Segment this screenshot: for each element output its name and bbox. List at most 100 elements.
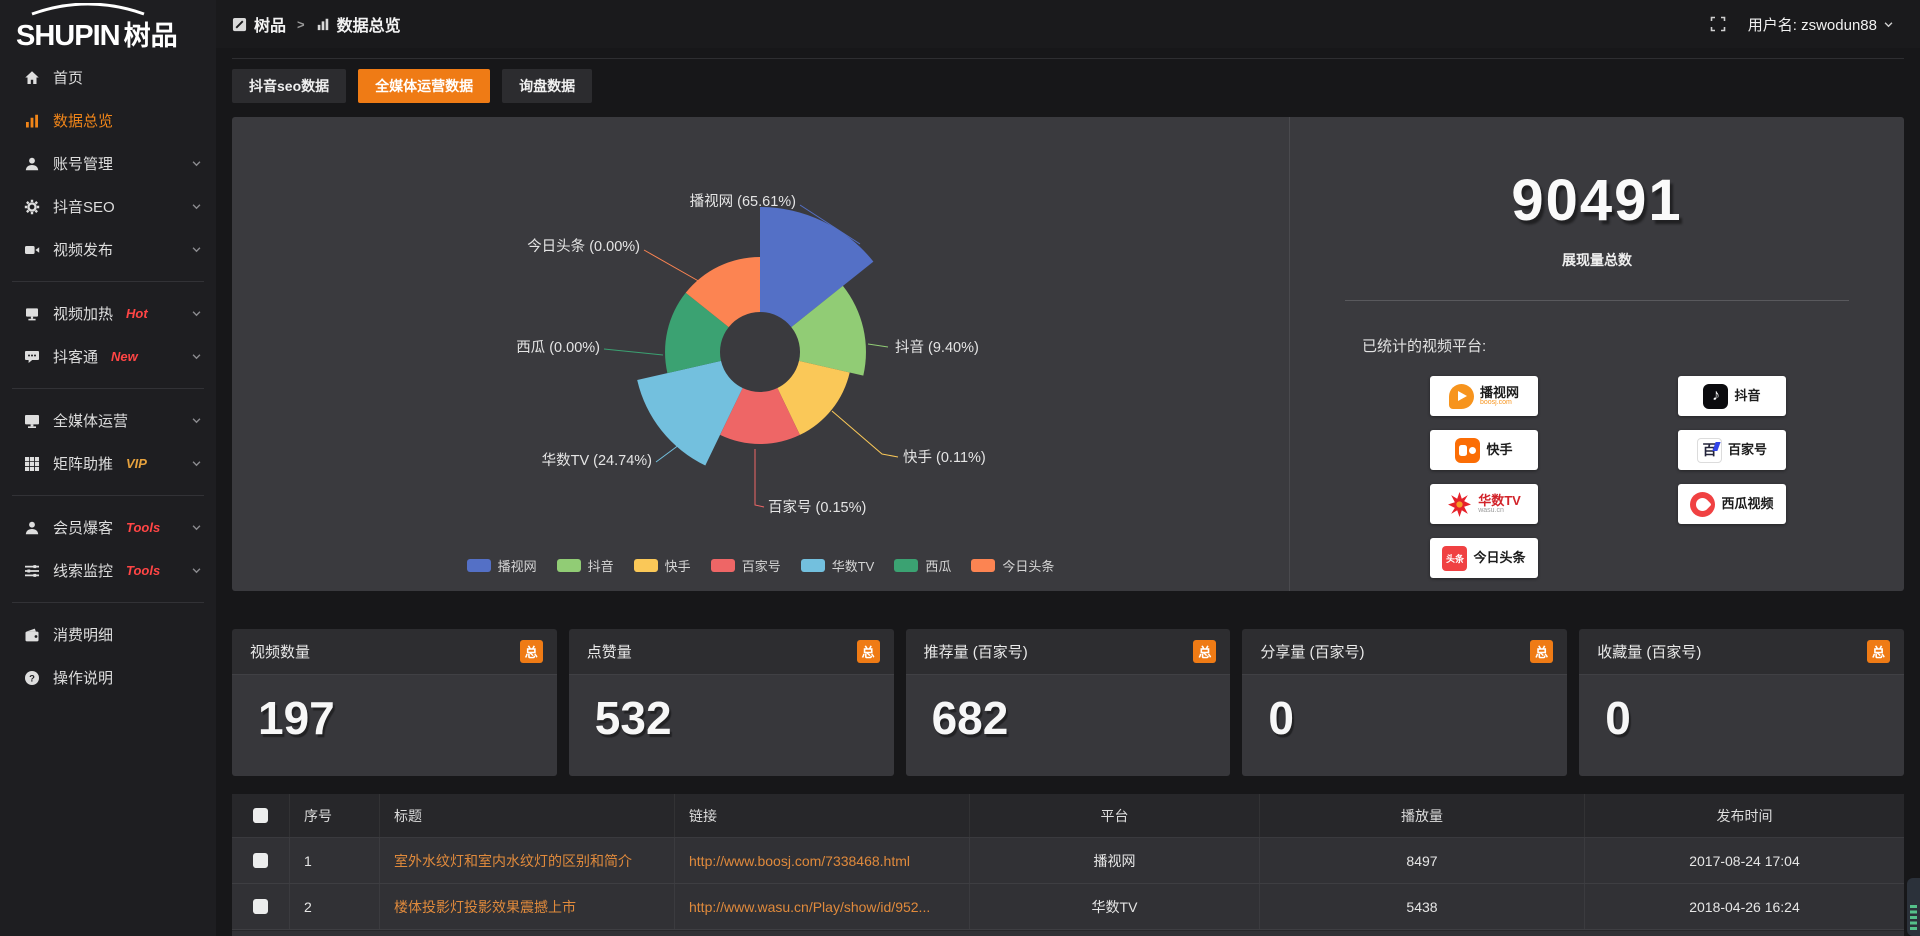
fullscreen-icon[interactable] <box>1710 16 1726 32</box>
tab-2[interactable]: 询盘数据 <box>502 69 593 103</box>
tab-0[interactable]: 抖音seo数据 <box>232 69 347 103</box>
row-checkbox[interactable] <box>253 899 268 914</box>
sidebar-divider <box>12 495 204 496</box>
cell-title-link[interactable]: 楼体投影灯投影效果震撼上市 <box>380 884 675 929</box>
legend-item-百家号[interactable]: 百家号 <box>710 556 781 575</box>
sidebar-item-0[interactable]: 首页 <box>0 56 216 99</box>
mini-chart-icon <box>316 17 330 31</box>
platform-name: 华数TV <box>1478 492 1521 508</box>
kuaishou-icon <box>1455 437 1481 463</box>
chat-icon <box>24 349 40 365</box>
platform-column-right: ♪ 抖音百百家号 西瓜视频 <box>1678 376 1786 578</box>
cell-url-link[interactable]: http://www.wasu.cn/Play/show/id/952... <box>675 884 970 929</box>
stat-card-title: 收藏量 (百家号) <box>1597 644 1702 661</box>
sidebar-item-13[interactable]: 线索监控 Tools <box>0 549 216 592</box>
stat-card-body: 682 <box>905 675 1231 776</box>
legend-label: 华数TV <box>831 559 875 574</box>
cell-no: 1 <box>290 838 380 883</box>
platform-badge-今日头条: 头条 今日头条 <box>1430 538 1538 578</box>
impressions-total-value: 90491 <box>1511 168 1683 233</box>
stat-card-body: 532 <box>568 675 894 776</box>
cell-title-link[interactable]: 室外水纹灯和室内水纹灯的区别和简介 <box>380 838 675 883</box>
sidebar-item-10[interactable]: 矩阵助推 VIP <box>0 442 216 485</box>
platform-subtitle: wasu.cn <box>1478 507 1504 515</box>
tab-1[interactable]: 全媒体运营数据 <box>358 69 491 103</box>
app-logo: SHUPIN 树品 <box>0 0 216 54</box>
col-header-title: 标题 <box>380 794 675 837</box>
sidebar-item-label: 全媒体运营 <box>53 413 129 430</box>
gear-icon <box>24 199 40 215</box>
sidebar-item-badge: Hot <box>126 306 148 321</box>
sidebar-item-badge: Tools <box>126 563 161 578</box>
pie-label-line <box>799 204 861 245</box>
sidebar-item-label: 抖客通 <box>53 349 99 366</box>
sidebar-item-4[interactable]: 视频发布 <box>0 228 216 271</box>
legend-swatch <box>710 559 735 572</box>
legend-label: 快手 <box>664 559 691 574</box>
sidebar-item-15[interactable]: 消费明细 <box>0 613 216 656</box>
breadcrumb-item-home[interactable]: 树品 <box>254 18 287 35</box>
table-row-partial <box>232 930 1904 936</box>
sidebar-item-badge: VIP <box>126 456 147 471</box>
sidebar-item-9[interactable]: 全媒体运营 <box>0 399 216 442</box>
chevron-down-icon <box>191 201 202 212</box>
pie-slice-抖音[interactable] <box>791 285 866 376</box>
sidebar-item-16[interactable]: ? 操作说明 <box>0 656 216 699</box>
sidebar-item-badge: New <box>111 349 138 364</box>
pie-slice-西瓜[interactable] <box>665 292 729 374</box>
pie-slice-播视网[interactable] <box>760 207 874 328</box>
select-all-checkbox[interactable] <box>253 808 268 823</box>
toutiao-icon: 头条 <box>1442 545 1468 571</box>
legend-item-西瓜[interactable]: 西瓜 <box>894 556 951 575</box>
legend-swatch <box>800 559 825 572</box>
sidebar-item-3[interactable]: 抖音SEO <box>0 185 216 228</box>
legend-item-华数TV[interactable]: 华数TV <box>800 556 875 575</box>
user-menu[interactable]: 用户名: zswodun88 <box>1748 14 1894 35</box>
cell-url-link[interactable]: http://www.boosj.com/7338468.html <box>675 838 970 883</box>
legend-swatch <box>971 559 996 572</box>
platform-badges: 播视网 boosj.com 快手 华数TV wasu.cn 头条 今日头条 ♪ 抖音百百家号西… <box>1430 376 1904 578</box>
sidebar-item-7[interactable]: 抖客通 New <box>0 335 216 378</box>
sidebar-item-label: 抖音SEO <box>53 199 115 216</box>
col-header-no: 序号 <box>290 794 380 837</box>
floating-widget[interactable] <box>1907 878 1920 936</box>
legend-item-播视网[interactable]: 播视网 <box>466 556 537 575</box>
topbar: 树品 > 数据总览 用户名: zswodun88 <box>216 0 1920 48</box>
sidebar-item-1[interactable]: 数据总览 <box>0 99 216 142</box>
platform-badge-西瓜视频: 西瓜视频 <box>1678 484 1786 524</box>
platforms-title: 已统计的视频平台: <box>1362 338 1487 355</box>
stat-card-header: 点赞量 总 <box>568 629 894 675</box>
sidebar-item-12[interactable]: 会员爆客 Tools <box>0 506 216 549</box>
platform-name: 百家号 <box>1727 442 1767 458</box>
platform-share-chart: 播视网 (65.61%) 抖音 (9.40%) 快手 (0.11%) 百家号 (0.1… <box>232 117 1290 591</box>
chart-legend: 播视网 抖音 快手 百家号 华数TV 西瓜 今日头条 <box>232 556 1289 575</box>
platform-name: 今日头条 <box>1473 550 1526 566</box>
platform-name: 快手 <box>1486 442 1513 458</box>
sidebar-item-label: 视频加热 <box>53 306 114 323</box>
total-badge: 总 <box>856 640 880 663</box>
table-header: 序号 标题 链接 平台 播放量 发布时间 <box>232 794 1904 838</box>
stat-card-4: 收藏量 (百家号) 总 0 <box>1579 629 1904 776</box>
impressions-summary: 90491 展现量总数 已统计的视频平台: 播视网 boosj.com 快手 华数TV… <box>1290 117 1904 591</box>
stat-card-value: 0 <box>1268 692 1294 744</box>
breadcrumb: 树品 > 数据总览 <box>232 12 401 36</box>
sidebar-item-label: 视频发布 <box>53 242 114 259</box>
video-icon <box>24 242 40 258</box>
cell-published: 2017-08-24 17:04 <box>1689 852 1800 869</box>
stat-card-header: 分享量 (百家号) 总 <box>1242 629 1568 675</box>
legend-item-今日头条[interactable]: 今日头条 <box>971 556 1054 575</box>
stat-card-header: 推荐量 (百家号) 总 <box>905 629 1231 675</box>
pie-slice-今日头条[interactable] <box>685 257 760 328</box>
legend-item-快手[interactable]: 快手 <box>633 556 691 575</box>
pie-slice-华数TV[interactable] <box>637 360 743 466</box>
pie-slice-快手[interactable] <box>777 360 850 435</box>
row-checkbox[interactable] <box>253 853 268 868</box>
sidebar-item-2[interactable]: 账号管理 <box>0 142 216 185</box>
table-row-2: 2 楼体投影灯投影效果震撼上市 http://www.wasu.cn/Play/sh… <box>232 884 1904 930</box>
legend-item-抖音[interactable]: 抖音 <box>556 556 614 575</box>
baijiahao-icon: 百 <box>1696 437 1722 463</box>
pie-slice-百家号[interactable] <box>720 388 800 445</box>
platform-badge-百家号: 百百家号 <box>1678 430 1786 470</box>
sidebar-item-6[interactable]: 视频加热 Hot <box>0 292 216 335</box>
stat-card-title: 视频数量 <box>250 644 311 661</box>
